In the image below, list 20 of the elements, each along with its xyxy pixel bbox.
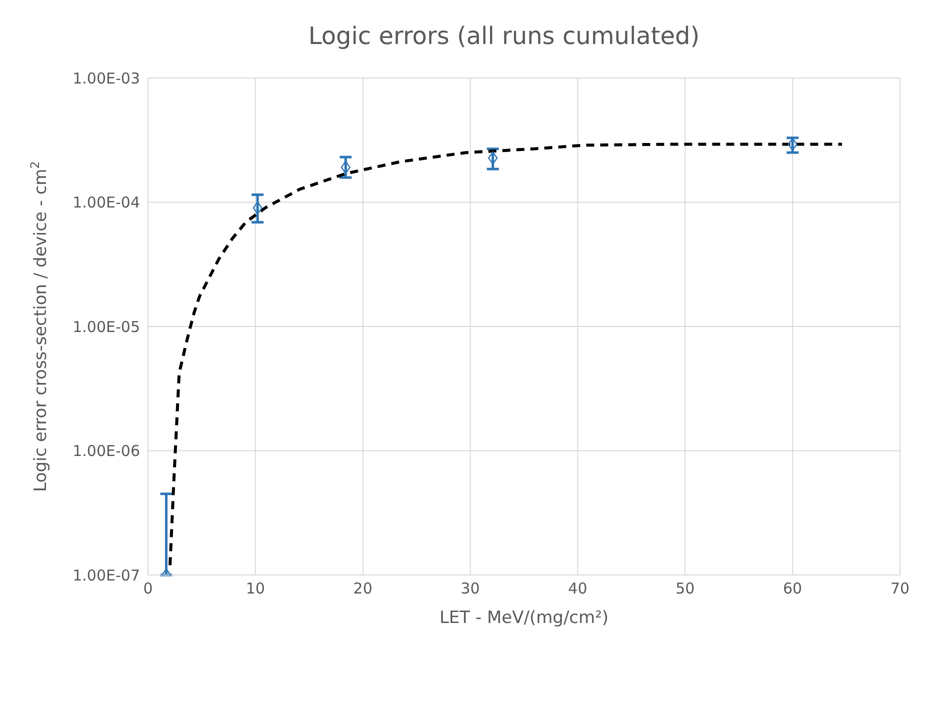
x-tick-label: 40 bbox=[568, 580, 588, 598]
x-tick-label: 30 bbox=[460, 580, 480, 598]
chart-title: Logic errors (all runs cumulated) bbox=[308, 22, 700, 50]
y-tick-label: 1.00E-04 bbox=[72, 194, 140, 212]
x-tick-label: 20 bbox=[353, 580, 372, 598]
y-tick-label: 1.00E-03 bbox=[72, 69, 140, 88]
point bbox=[252, 201, 262, 215]
x-tick-label: 50 bbox=[676, 580, 695, 598]
y-tick-label: 1.00E-05 bbox=[72, 318, 140, 336]
x-tick-label: 0 bbox=[143, 580, 153, 598]
y-tick-label: 1.00E-07 bbox=[72, 566, 140, 584]
x-tick-label: 70 bbox=[890, 580, 910, 598]
x-tick-label: 10 bbox=[246, 580, 265, 598]
line-series bbox=[168, 142, 844, 567]
point bbox=[340, 160, 350, 174]
point bbox=[788, 138, 798, 151]
point bbox=[488, 151, 498, 165]
x-axis-title: LET - MeV/(mg/cm²) bbox=[439, 608, 609, 628]
x-tick-label: 60 bbox=[783, 580, 802, 598]
y-tick-label: 1.00E-06 bbox=[72, 442, 140, 460]
